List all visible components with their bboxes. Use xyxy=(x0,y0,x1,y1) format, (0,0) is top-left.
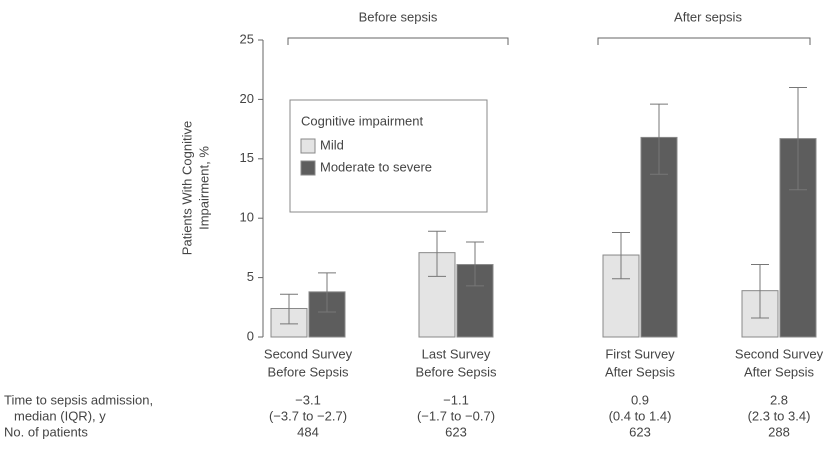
group-label: Before sepsis xyxy=(359,9,438,24)
group-bracket xyxy=(597,37,811,45)
y-tick-label: 15 xyxy=(240,150,254,165)
table-cell: 484 xyxy=(297,424,319,439)
error-bar xyxy=(280,293,298,325)
error-bar xyxy=(612,231,630,280)
error-bar xyxy=(428,230,446,277)
bar xyxy=(418,252,456,338)
group-label: After sepsis xyxy=(674,9,742,24)
legend-swatch xyxy=(300,160,316,176)
table-row-label: median (IQR), y xyxy=(14,408,106,423)
table-cell: 2.8 xyxy=(770,392,788,407)
error-bar xyxy=(751,264,769,319)
error-bar xyxy=(789,87,807,191)
x-tick-label: Before Sepsis xyxy=(416,364,497,379)
y-axis-label-line: Patients With Cognitive xyxy=(179,121,194,255)
legend-title: Cognitive impairment xyxy=(301,113,423,128)
y-axis-label-line: Impairment, % xyxy=(196,146,211,230)
table-cell: 623 xyxy=(445,424,467,439)
y-tick-label: 5 xyxy=(247,269,254,284)
y-tick-label: 20 xyxy=(240,91,254,106)
legend-box xyxy=(289,99,488,213)
x-tick-label: Second Survey xyxy=(264,346,353,361)
legend-label: Moderate to severe xyxy=(320,159,432,174)
table-cell: (2.3 to 3.4) xyxy=(748,408,811,423)
table-cell: 0.9 xyxy=(631,392,649,407)
y-axis-label: Patients With Cognitive Impairment, % xyxy=(179,121,211,255)
y-tick-label: 10 xyxy=(240,210,254,225)
x-tick-label: First Survey xyxy=(605,346,675,361)
table-cell: (−3.7 to −2.7) xyxy=(269,408,347,423)
x-tick-label: Last Survey xyxy=(422,346,491,361)
table-cell: 288 xyxy=(768,424,790,439)
group-bracket xyxy=(287,37,509,45)
error-bar xyxy=(650,103,668,175)
table-row-label: No. of patients xyxy=(4,424,88,439)
table-cell: −1.1 xyxy=(443,392,469,407)
x-tick-label: After Sepsis xyxy=(744,364,815,379)
x-tick-label: After Sepsis xyxy=(605,364,676,379)
table-cell: (−1.7 to −0.7) xyxy=(417,408,495,423)
y-tick-label: 0 xyxy=(247,328,254,343)
x-tick-label: Before Sepsis xyxy=(268,364,349,379)
legend-swatch xyxy=(300,138,316,154)
table-cell: (0.4 to 1.4) xyxy=(609,408,672,423)
legend-label: Mild xyxy=(320,137,344,152)
table-cell: −3.1 xyxy=(295,392,321,407)
error-bar xyxy=(318,272,336,313)
table-row-label: Time to sepsis admission, xyxy=(4,392,153,407)
x-tick-label: Second Survey xyxy=(735,346,824,361)
table-cell: 623 xyxy=(629,424,651,439)
y-tick-label: 25 xyxy=(240,31,254,46)
error-bar xyxy=(466,241,484,287)
